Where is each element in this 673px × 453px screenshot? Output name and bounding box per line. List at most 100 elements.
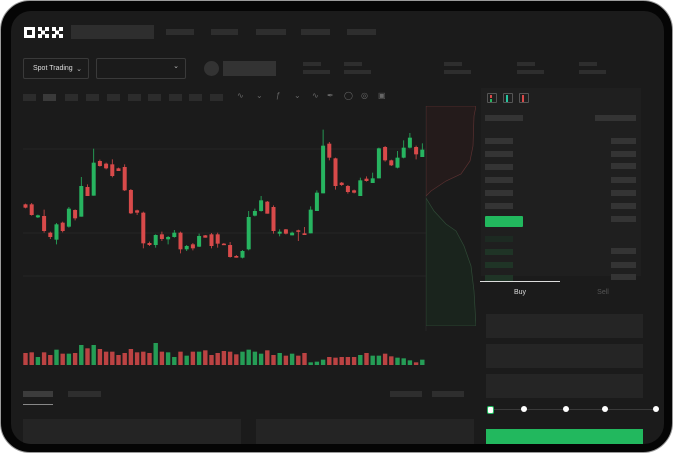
- timeframe-button[interactable]: [128, 94, 141, 101]
- active-tab-underline: [23, 404, 53, 405]
- candle: [110, 164, 115, 176]
- timeframe-button[interactable]: [65, 94, 78, 101]
- volume-bar: [265, 350, 270, 365]
- candle: [73, 210, 78, 219]
- pencil-icon[interactable]: ✒: [327, 91, 334, 100]
- nav-item[interactable]: [301, 29, 330, 35]
- candle: [370, 178, 375, 183]
- volume-bar: [110, 351, 115, 365]
- volume-bar: [389, 356, 394, 365]
- volume-bar: [116, 355, 121, 365]
- candle: [327, 143, 332, 158]
- draw-line-icon[interactable]: ∿: [312, 91, 319, 100]
- candle: [190, 244, 195, 249]
- candlestick-chart[interactable]: [11, 11, 481, 371]
- candle: [116, 168, 121, 171]
- candle: [128, 190, 133, 214]
- function-icon[interactable]: ƒ: [276, 91, 281, 100]
- candle: [345, 186, 350, 192]
- candle: [122, 167, 127, 191]
- tab-buy[interactable]: Buy: [513, 289, 527, 296]
- price-input[interactable]: [486, 314, 643, 338]
- slider-handle[interactable]: [487, 406, 494, 414]
- filter-button[interactable]: [390, 391, 422, 397]
- chevron-down-icon[interactable]: ⌄: [256, 91, 263, 100]
- candle: [60, 222, 65, 231]
- okx-logo[interactable]: [24, 27, 64, 38]
- nav-item[interactable]: [211, 29, 238, 35]
- volume-bar: [302, 353, 307, 365]
- depth-chart: [426, 106, 476, 326]
- tab-open-orders[interactable]: [23, 391, 53, 397]
- filter-button[interactable]: [432, 391, 464, 397]
- stat-value: [303, 70, 330, 74]
- volume-bar: [128, 349, 134, 365]
- amount-slider[interactable]: [490, 409, 658, 410]
- stat-value: [444, 70, 471, 74]
- candle: [339, 182, 344, 185]
- candle: [364, 178, 369, 181]
- search-bar[interactable]: [71, 25, 154, 39]
- camera-icon[interactable]: ◯: [344, 91, 353, 100]
- candle: [376, 148, 381, 179]
- orderbook-bids-icon[interactable]: [503, 93, 513, 103]
- indicator-icon[interactable]: ∿: [237, 91, 244, 100]
- candle: [166, 237, 171, 240]
- trading-screen: Spot Trading ⌄ ⌄ ∿ ⌄ ƒ ⌄ ∿ ✒ ◯ ◎ ▣: [11, 11, 664, 444]
- timeframe-button[interactable]: [148, 94, 161, 101]
- slider-mark[interactable]: [653, 406, 659, 412]
- timeframe-button[interactable]: [43, 94, 56, 101]
- pair-dropdown[interactable]: ⌄: [96, 58, 186, 79]
- volume-bar: [97, 349, 103, 365]
- nav-item[interactable]: [166, 29, 194, 35]
- ask-amount: [611, 138, 636, 144]
- timeframe-button[interactable]: [169, 94, 182, 101]
- volume-bar: [153, 343, 158, 365]
- timeframe-button[interactable]: [23, 94, 36, 101]
- volume-bar: [252, 351, 258, 365]
- slider-mark[interactable]: [521, 406, 527, 412]
- timeframe-button[interactable]: [86, 94, 99, 101]
- bid-price: [485, 249, 513, 255]
- volume-bar: [209, 355, 214, 365]
- candle: [308, 209, 313, 234]
- amount-input[interactable]: [486, 344, 643, 368]
- nav-item[interactable]: [256, 29, 286, 35]
- timeframe-button[interactable]: [107, 94, 120, 101]
- slider-mark[interactable]: [602, 406, 608, 412]
- volume-bar: [407, 360, 413, 365]
- stat-label: [444, 62, 462, 66]
- ask-amount: [611, 151, 636, 157]
- volume-bar: [283, 355, 289, 365]
- candle: [352, 190, 357, 193]
- spot-trading-dropdown[interactable]: Spot Trading ⌄: [23, 58, 89, 79]
- timeframe-button[interactable]: [210, 94, 223, 101]
- volume-bar: [190, 351, 196, 365]
- candle: [358, 180, 363, 196]
- total-input[interactable]: [486, 374, 643, 398]
- timeframe-button[interactable]: [189, 94, 202, 101]
- slider-mark[interactable]: [563, 406, 569, 412]
- settings-icon[interactable]: ◎: [361, 91, 368, 100]
- candle: [147, 243, 152, 245]
- candle: [302, 233, 307, 235]
- ask-price: [485, 164, 513, 170]
- volume-bar: [351, 357, 357, 365]
- chevron-down-icon[interactable]: ⌄: [294, 91, 301, 100]
- candle: [221, 243, 226, 246]
- volume-bar: [358, 355, 363, 365]
- fullscreen-icon[interactable]: ▣: [378, 91, 386, 100]
- orderbook-asks-icon[interactable]: [519, 93, 529, 103]
- candle: [85, 187, 90, 196]
- last-price-badge: [485, 216, 523, 227]
- candle: [153, 235, 158, 245]
- buy-submit-button[interactable]: [486, 429, 643, 444]
- candle: [259, 200, 264, 211]
- volume-bar: [258, 353, 264, 365]
- tab-sell[interactable]: Sell: [597, 289, 609, 296]
- orderbook-both-icon[interactable]: [487, 93, 497, 103]
- nav-item[interactable]: [347, 29, 376, 35]
- volume-bar: [227, 351, 233, 365]
- tab-order-history[interactable]: [68, 391, 101, 397]
- ask-amount: [611, 190, 636, 196]
